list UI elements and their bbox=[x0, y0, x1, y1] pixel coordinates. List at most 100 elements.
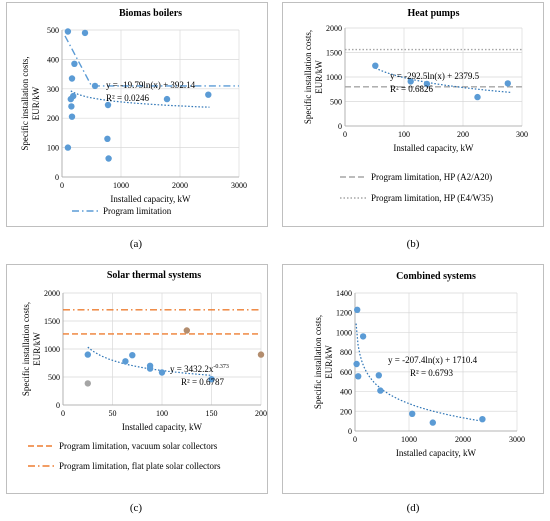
trendline bbox=[70, 90, 210, 108]
biomass-boilers-chart: Biomas boilers 0 100 200 300 400 500 0 1000 2000 3… bbox=[20, 8, 247, 216]
x-tick-label: 1000 bbox=[401, 435, 417, 444]
y-axis-label: Specific installation costs,EUR/kW bbox=[20, 56, 41, 150]
panel-label-a: (a) bbox=[129, 238, 143, 250]
solar-thermal-chart: Solar thermal systems 0 500 1000 1500 2000 0 50… bbox=[21, 270, 267, 471]
combined-systems-chart: Combined systems 0 200 400 600 800 1000 1200 140… bbox=[313, 271, 525, 458]
x-tick-label: 100 bbox=[398, 130, 410, 139]
y-tick-label: 1000 bbox=[44, 345, 60, 354]
data-point bbox=[429, 419, 436, 426]
trendline-equation: y = -292.5ln(x) + 2379.5 bbox=[390, 71, 480, 81]
y-tick-label: 2000 bbox=[326, 24, 342, 33]
y-tick-label: 1400 bbox=[336, 289, 352, 298]
y-tick-label: 1000 bbox=[326, 73, 342, 82]
x-tick-label: 200 bbox=[457, 130, 469, 139]
x-tick-label: 1000 bbox=[113, 181, 129, 190]
y-tick-label: 500 bbox=[330, 98, 342, 107]
data-point bbox=[146, 365, 154, 372]
data-point bbox=[504, 80, 511, 87]
y-tick-label: 0 bbox=[55, 173, 59, 182]
panel-frame bbox=[282, 264, 544, 494]
data-point bbox=[104, 101, 112, 109]
x-tick-label: 3000 bbox=[231, 181, 247, 190]
x-tick-label: 3000 bbox=[509, 435, 525, 444]
data-point bbox=[71, 60, 78, 67]
data-point bbox=[91, 82, 99, 90]
trendline-r-squared: R² = 0.6793 bbox=[410, 368, 454, 378]
trendline bbox=[87, 346, 212, 376]
data-point bbox=[68, 103, 75, 110]
x-tick-label: 2000 bbox=[455, 435, 471, 444]
x-tick-label: 2000 bbox=[172, 181, 188, 190]
x-tick-label: 150 bbox=[206, 409, 218, 418]
x-axis-label: Installed capacity, kW bbox=[122, 422, 203, 432]
legend-label: Program limitation, flat plate solar col… bbox=[59, 461, 221, 471]
panel-solar-thermal: Solar thermal systems 0 500 1000 1500 2000 0 50… bbox=[6, 264, 268, 494]
y-tick-label: 0 bbox=[56, 401, 60, 410]
y-tick-label: 1500 bbox=[44, 317, 60, 326]
y-tick-label: 400 bbox=[340, 388, 352, 397]
program-limitation-line bbox=[64, 35, 239, 87]
data-point bbox=[84, 380, 92, 387]
x-tick-label: 100 bbox=[156, 409, 168, 418]
y-tick-label: 1200 bbox=[336, 309, 352, 318]
y-axis-label: Specific installation costs,EUR/kW bbox=[303, 30, 324, 124]
panel-biomass-boilers: Biomas boilers 0 100 200 300 400 500 0 1000 2000 3… bbox=[6, 2, 268, 227]
y-axis-label: Specific installation costs,EUR/kW bbox=[313, 315, 334, 409]
data-point bbox=[105, 155, 112, 162]
data-point bbox=[81, 29, 89, 37]
legend-label: Program limitation bbox=[103, 206, 172, 216]
data-point bbox=[64, 28, 72, 35]
trendline-r-squared: R² = 0.6787 bbox=[181, 377, 225, 387]
data-point bbox=[104, 135, 111, 142]
data-point bbox=[353, 360, 360, 368]
data-point bbox=[407, 78, 414, 85]
y-tick-label: 600 bbox=[340, 368, 352, 377]
y-tick-label: 400 bbox=[47, 55, 59, 64]
y-tick-label: 0 bbox=[338, 122, 342, 131]
data-point bbox=[183, 327, 190, 334]
y-tick-label: 500 bbox=[48, 373, 60, 382]
trendline-r-squared: R² = 0.6826 bbox=[390, 84, 434, 94]
data-point bbox=[122, 358, 129, 365]
chart-title: Solar thermal systems bbox=[107, 270, 201, 281]
chart-title: Combined systems bbox=[396, 271, 476, 282]
panel-label-d: (d) bbox=[406, 502, 420, 514]
panel-frame bbox=[6, 2, 268, 227]
x-tick-label: 0 bbox=[61, 409, 65, 418]
data-point bbox=[474, 93, 481, 101]
x-tick-label: 0 bbox=[353, 435, 357, 444]
x-axis-label: Installed capacity, kW bbox=[396, 448, 477, 458]
y-tick-label: 800 bbox=[340, 348, 352, 357]
data-point bbox=[163, 95, 171, 103]
y-tick-label: 2000 bbox=[44, 289, 60, 298]
data-point bbox=[64, 144, 72, 151]
y-axis-label: Specific installation costs,EUR/kW bbox=[21, 302, 42, 396]
panel-frame bbox=[6, 264, 268, 494]
x-tick-label: 0 bbox=[343, 130, 347, 139]
panel-heat-pumps: Heat pumps 0 500 1000 1500 2000 0 100 200 300 Inst… bbox=[282, 2, 544, 227]
trendline-equation: y = 3432.2x-0.373 bbox=[170, 364, 229, 374]
data-point bbox=[68, 113, 76, 120]
y-tick-label: 200 bbox=[47, 114, 59, 123]
chart-title: Biomas boilers bbox=[119, 8, 182, 19]
data-point bbox=[409, 410, 416, 417]
panel-combined-systems: Combined systems 0 200 400 600 800 1000 1200 140… bbox=[282, 264, 544, 494]
trendline bbox=[355, 323, 480, 422]
x-tick-label: 0 bbox=[60, 181, 64, 190]
data-point bbox=[158, 369, 166, 376]
data-point bbox=[375, 372, 382, 379]
y-tick-label: 1000 bbox=[336, 328, 352, 337]
legend-label: Program limitation, HP (A2/A20) bbox=[371, 172, 492, 182]
x-axis-label: Installed capacity, kW bbox=[110, 194, 191, 204]
legend-label: Program limitation, vacuum solar collect… bbox=[59, 441, 218, 451]
data-point bbox=[423, 80, 431, 88]
chart-title: Heat pumps bbox=[408, 8, 460, 19]
trendline-r-squared: R² = 0.0246 bbox=[106, 93, 150, 103]
data-point bbox=[354, 306, 361, 313]
data-point bbox=[129, 352, 136, 359]
data-point bbox=[355, 373, 362, 380]
y-tick-label: 200 bbox=[340, 407, 352, 416]
trendline bbox=[375, 67, 512, 94]
data-point bbox=[377, 387, 384, 394]
x-tick-label: 50 bbox=[109, 409, 117, 418]
